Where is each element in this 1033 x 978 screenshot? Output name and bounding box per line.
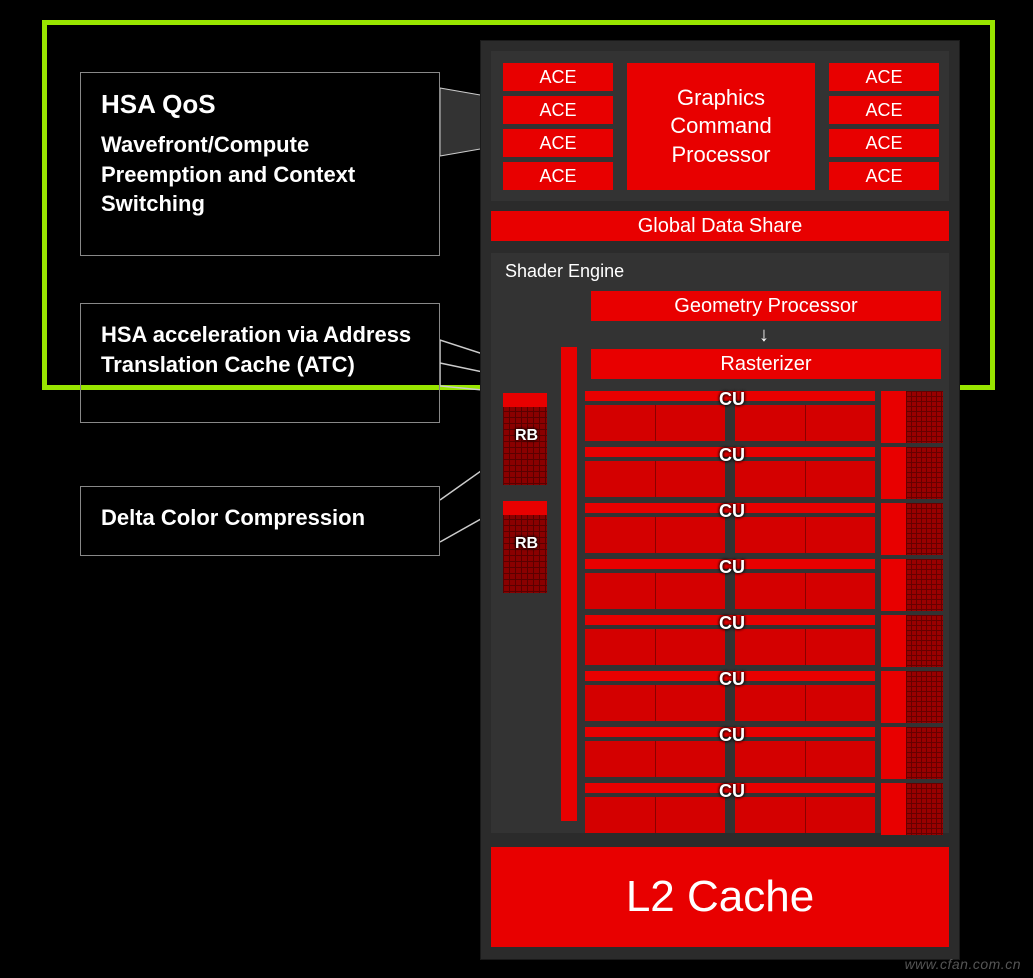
ace-block: ACE (503, 129, 613, 157)
cu-label: CU (719, 669, 745, 690)
cu-cache (881, 391, 943, 443)
ace-block: ACE (829, 63, 939, 91)
cu-label: CU (719, 557, 745, 578)
cu-label: CU (719, 501, 745, 522)
cu-cache (881, 727, 943, 779)
callout-body: HSA acceleration via Address Translation… (101, 320, 419, 379)
gcp-block: Graphics Command Processor (627, 63, 815, 190)
cu-cache (881, 615, 943, 667)
shader-engine-label: Shader Engine (505, 261, 624, 282)
watermark: www.cfan.com.cn (905, 956, 1021, 972)
tiny-col (561, 347, 577, 821)
l2-cache: L2 Cache (491, 847, 949, 947)
cu-cache (881, 783, 943, 835)
ace-block: ACE (829, 129, 939, 157)
chip-outer: ACE ACE ACE ACE Graphics Command Process… (480, 40, 960, 960)
cu-label: CU (719, 725, 745, 746)
callout-body: Wavefront/Compute Preemption and Context… (101, 130, 419, 219)
rb-label: RB (515, 427, 538, 445)
cu-label: CU (719, 781, 745, 802)
cu-cache (881, 559, 943, 611)
callout-title: HSA QoS (101, 89, 419, 120)
rb-label: RB (515, 535, 538, 553)
ace-block: ACE (829, 96, 939, 124)
arrow-down-icon: ↓ (759, 324, 769, 347)
ace-block: ACE (503, 96, 613, 124)
cu-label: CU (719, 389, 745, 410)
ace-block: ACE (829, 162, 939, 190)
callout-hsa-qos: HSA QoS Wavefront/Compute Preemption and… (80, 72, 440, 256)
cu-cache (881, 503, 943, 555)
geometry-processor: Geometry Processor (591, 291, 941, 321)
ace-block: ACE (503, 63, 613, 91)
cu-label: CU (719, 445, 745, 466)
rasterizer: Rasterizer (591, 349, 941, 379)
callout-hsa-atc: HSA acceleration via Address Translation… (80, 303, 440, 423)
cu-label: CU (719, 613, 745, 634)
global-data-share: Global Data Share (491, 211, 949, 241)
ace-block: ACE (503, 162, 613, 190)
callout-dcc: Delta Color Compression (80, 486, 440, 556)
cu-cache (881, 671, 943, 723)
cu-cache (881, 447, 943, 499)
callout-body: Delta Color Compression (101, 503, 419, 533)
stage: HSA QoS Wavefront/Compute Preemption and… (0, 0, 1033, 978)
